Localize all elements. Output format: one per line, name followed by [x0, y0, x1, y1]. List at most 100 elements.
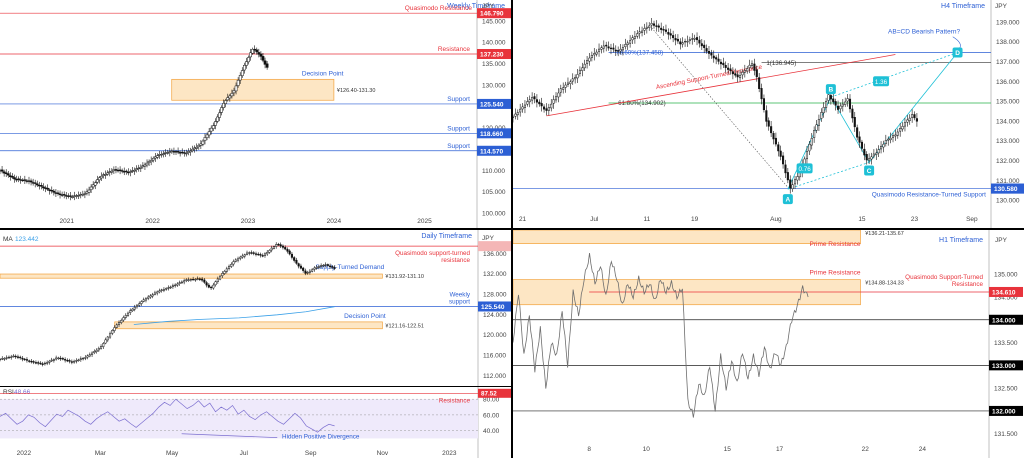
zone-rect — [0, 273, 383, 279]
candle-body — [636, 33, 639, 37]
candle-body — [820, 112, 823, 119]
candle-body — [739, 75, 742, 79]
zone-rect — [513, 230, 861, 244]
ma-value: 123.442 — [15, 236, 39, 243]
x-tick-label: 2023 — [241, 218, 256, 225]
candle-body — [908, 117, 911, 121]
candle-body — [734, 73, 737, 76]
candle-body — [770, 126, 773, 134]
candle-body — [684, 40, 687, 43]
candle-body — [755, 69, 758, 78]
candle-body — [813, 130, 816, 138]
candle-body — [214, 281, 217, 286]
y-tick-label: 139.000 — [996, 19, 1020, 26]
candle-body — [198, 278, 201, 280]
candle-body — [216, 278, 219, 282]
axis-unit: JPY — [995, 3, 1008, 10]
candle-body — [899, 128, 902, 132]
candle-body — [710, 52, 713, 56]
zone-label: Decision Point — [302, 70, 344, 77]
candle-body — [23, 179, 27, 181]
candle-body — [588, 57, 591, 62]
candle-body — [167, 287, 170, 289]
candle-body — [239, 256, 242, 259]
level-tag: 118.660 — [480, 131, 504, 138]
weekly-chart-panel: Weekly Timeframe JPY 145.000 140.000 135.000… — [0, 0, 511, 228]
candle-body — [669, 33, 672, 36]
candle-body — [28, 360, 31, 362]
candle-body — [645, 26, 648, 29]
candle-body — [293, 257, 296, 261]
zone-range-label: ¥136.21-135.67 — [865, 231, 904, 237]
x-tick-label: 21 — [519, 216, 527, 223]
candle-body — [129, 310, 132, 313]
candle-body — [750, 63, 754, 66]
candle-body — [52, 190, 56, 193]
candle-body — [513, 116, 515, 118]
candle-body — [151, 158, 155, 161]
level-label: Quasimodo Support-Turned Resistance — [905, 274, 983, 288]
candle-body — [313, 267, 316, 270]
candle-body — [166, 152, 170, 154]
candle-body — [841, 103, 844, 107]
candle-body — [533, 96, 536, 100]
candle-body — [796, 176, 799, 181]
candle-body — [686, 40, 689, 43]
candle-body — [550, 103, 553, 109]
candle-body — [903, 122, 907, 127]
candle-body — [605, 44, 608, 47]
candle-body — [58, 193, 62, 195]
candle-body — [896, 131, 899, 136]
candle-body — [97, 348, 100, 351]
candle-body — [552, 99, 555, 104]
y-tick-label: 130.000 — [996, 198, 1020, 205]
candle-body — [887, 138, 890, 141]
y-tick-label: 133.500 — [994, 340, 1018, 347]
candle-body — [93, 182, 97, 186]
candle-body — [122, 317, 125, 321]
candle-body — [263, 253, 267, 256]
abcd-bd-ratio-line — [830, 52, 958, 98]
dotted-trend — [651, 27, 791, 191]
candle-body — [672, 35, 675, 39]
candle-body — [254, 253, 258, 255]
candle-body — [913, 114, 916, 119]
candle-body — [727, 67, 730, 70]
candle-body — [614, 49, 617, 52]
candle-body — [724, 65, 727, 68]
candle-body — [75, 360, 78, 362]
candle-body — [612, 47, 615, 50]
level-tag-bg — [478, 241, 511, 252]
candle-body — [825, 100, 828, 108]
moving-average-line — [133, 306, 335, 325]
candle-body — [872, 153, 875, 157]
level-tag-bg — [989, 286, 1023, 297]
candle-body — [698, 39, 701, 44]
candle-body — [149, 295, 152, 298]
candle-body — [162, 153, 165, 155]
candle-body — [655, 25, 658, 27]
y-tick-label: 137.000 — [996, 59, 1020, 66]
point-a-bg — [782, 194, 793, 205]
candle-body — [593, 53, 596, 56]
point-b: B — [829, 87, 834, 94]
candle-body — [848, 98, 852, 110]
x-tick-label: Mar — [95, 450, 107, 457]
candle-body — [12, 355, 15, 358]
candle-body — [624, 44, 627, 48]
candle-body — [597, 48, 601, 52]
candle-body — [131, 308, 134, 312]
candle-body — [810, 137, 813, 146]
candle-body — [880, 145, 883, 150]
level-label: Support — [447, 143, 470, 150]
candle-body — [784, 164, 787, 174]
daily-chart-panel: MA 123.442 Daily Timeframe JPY 136.000 132.00… — [0, 230, 511, 386]
candle-body — [219, 275, 222, 280]
y-tick-label: 132.000 — [996, 158, 1020, 165]
candle-body — [13, 177, 16, 180]
candle-body — [158, 290, 161, 293]
candle-body — [110, 170, 114, 173]
zone-label: Prime Resistance — [810, 270, 861, 277]
candle-body — [33, 182, 37, 184]
